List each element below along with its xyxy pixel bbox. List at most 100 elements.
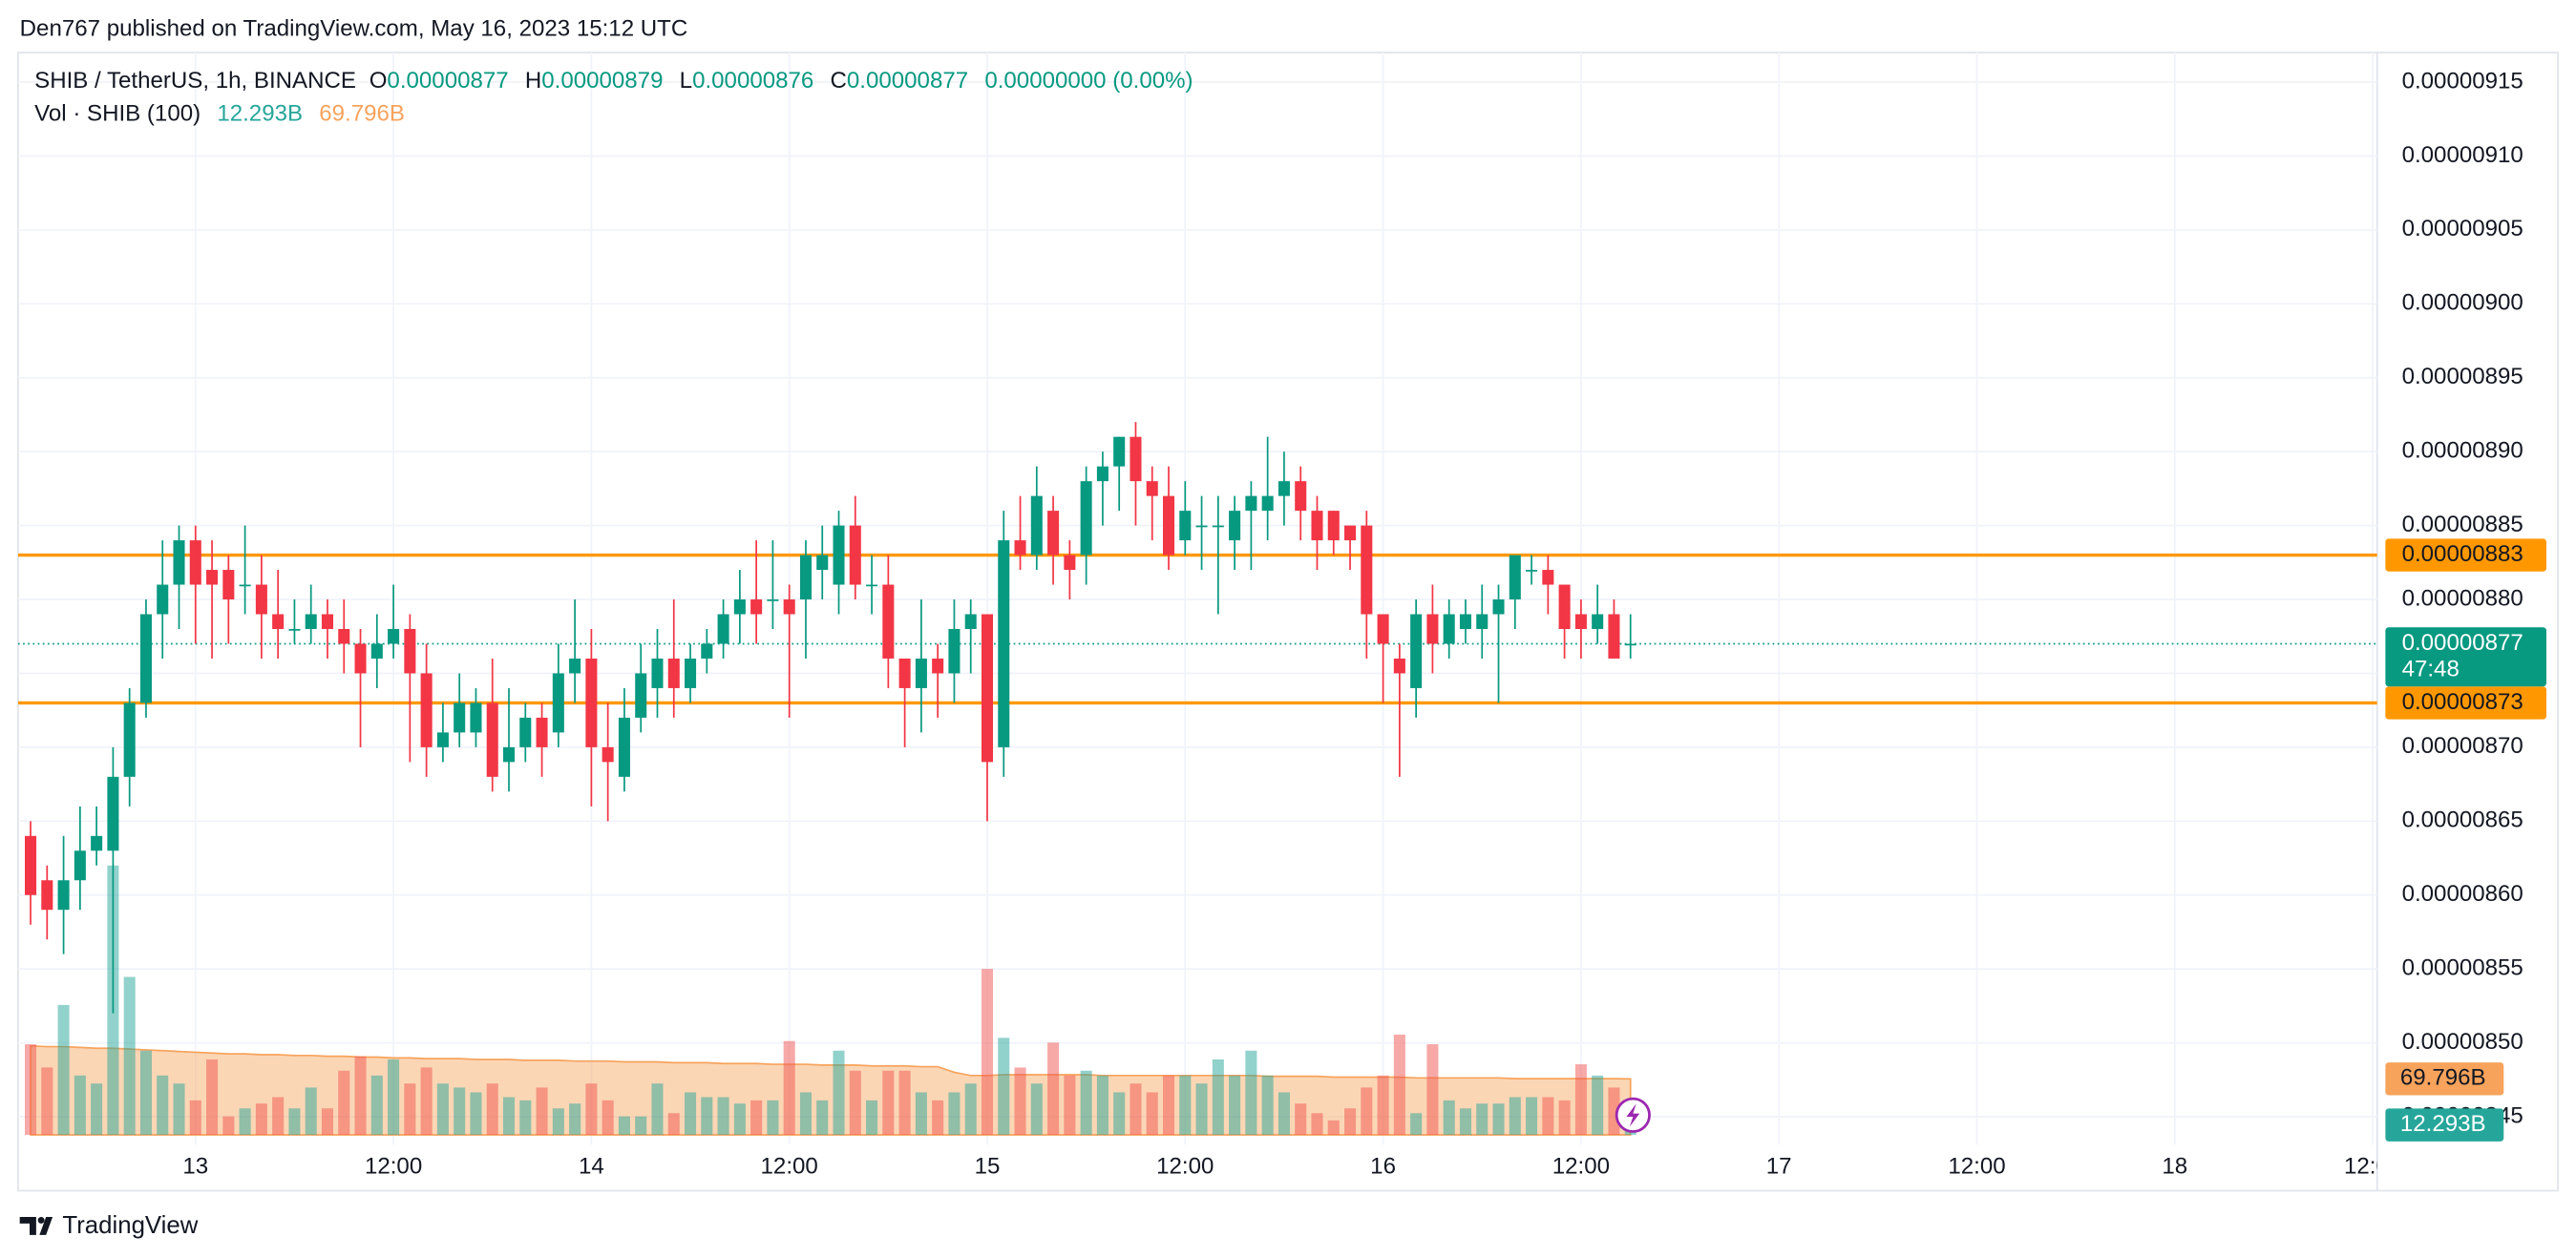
volume-bar (255, 1103, 267, 1135)
volume-bar (1426, 1044, 1439, 1135)
volume-bar (569, 1103, 581, 1135)
candle-body (536, 717, 548, 747)
brand: TradingView (62, 1212, 198, 1239)
last-price-label: 0.00000877 (2402, 630, 2523, 656)
volume-bar (25, 1044, 37, 1135)
candle-body (1410, 614, 1423, 688)
candle-body (519, 717, 532, 747)
candle-body (1327, 511, 1340, 541)
volume-bar (157, 1075, 169, 1135)
candle-body (1014, 540, 1026, 556)
volume-bar (701, 1097, 713, 1135)
candle-body (981, 614, 994, 763)
volume-bar (139, 1050, 152, 1135)
candle-body (1261, 495, 1274, 512)
volume-bar (206, 1059, 219, 1135)
volume-bar (1212, 1059, 1224, 1135)
candle-body (272, 614, 285, 629)
volume-bar (1096, 1075, 1109, 1135)
volume-bar (552, 1108, 564, 1135)
x-tick-label: 15 (975, 1154, 1001, 1180)
candle-body (1277, 481, 1290, 496)
volume-bar (1443, 1100, 1455, 1135)
x-tick-label: 16 (1370, 1154, 1396, 1180)
candle-body (1574, 614, 1587, 629)
c-label: C (831, 68, 847, 94)
candle-body (1080, 481, 1092, 556)
price-axis: 0.00000915 0.00000910 0.00000905 0.00000900… (2402, 68, 2523, 1128)
y-tick-label: 0.00000890 (2402, 438, 2523, 464)
x-tick-label: 12:00 (2344, 1154, 2401, 1180)
volume-bar (388, 1059, 400, 1135)
y-tick-label: 0.00000865 (2402, 807, 2523, 833)
candle-body (1113, 436, 1126, 467)
legend-ohlc: SHIB / TetherUS, 1h, BINANCE O0.00000877 H… (34, 68, 1193, 94)
candle-body (222, 570, 235, 600)
candle-body (701, 643, 713, 659)
volume-bar (1492, 1103, 1505, 1135)
candle-body (157, 584, 169, 615)
candle-body (436, 732, 449, 747)
candle-body (25, 835, 37, 895)
candle-body (255, 584, 267, 615)
volume-bar (1162, 1075, 1175, 1135)
h-label: H (525, 68, 541, 94)
candle-body (964, 614, 977, 629)
candle-body (1229, 511, 1241, 541)
volume-bar (1509, 1097, 1521, 1135)
volume-bar (1113, 1092, 1126, 1135)
candle-body (667, 658, 680, 688)
candle-body (288, 629, 301, 631)
candle-body (388, 629, 400, 644)
candle-body (486, 702, 498, 777)
volume-bar (519, 1100, 532, 1135)
volume-bar (1295, 1103, 1307, 1135)
candle-body (139, 614, 152, 703)
volume-bar (91, 1083, 103, 1135)
candle-body (866, 584, 878, 587)
volume-bar (272, 1097, 285, 1135)
volume-bar (370, 1075, 383, 1135)
candle-body (750, 599, 763, 615)
candle-body (41, 880, 53, 911)
candle-body (1459, 614, 1471, 629)
volume-bar (1393, 1034, 1405, 1135)
x-tick-label: 13 (182, 1154, 208, 1180)
candle-body (91, 835, 103, 851)
c-value: 0.00000877 (847, 68, 968, 94)
volume-bar (866, 1100, 878, 1135)
volume-bar (733, 1103, 746, 1135)
x-tick-label: 18 (2162, 1154, 2187, 1180)
candle-body (123, 702, 136, 777)
o-label: O (370, 68, 388, 94)
candle-body (338, 629, 350, 644)
x-tick-label: 17 (1766, 1154, 1792, 1180)
volume-bar (1014, 1067, 1026, 1135)
volume-bar (1558, 1100, 1571, 1135)
candle-body (1526, 570, 1538, 572)
volume-bar (57, 1004, 70, 1135)
candle-body (470, 702, 482, 733)
candle-body (1030, 495, 1043, 556)
candle-body (898, 658, 911, 688)
volume-bar (1080, 1070, 1092, 1135)
candle-body (454, 702, 466, 733)
volume-bar (1459, 1108, 1471, 1135)
candle-body (354, 643, 367, 674)
x-tick-label: 12:00 (1156, 1154, 1214, 1180)
publisher-line: Den767 published on TradingView.com, May… (20, 15, 688, 41)
volume-bar (667, 1113, 680, 1135)
candle-body (915, 658, 927, 688)
candle-body (1476, 614, 1489, 629)
candle-body (1130, 436, 1142, 482)
volume-bar (436, 1083, 449, 1135)
x-tick-label: 14 (579, 1154, 604, 1180)
candle-body (1509, 555, 1521, 600)
candle-body (767, 599, 779, 601)
candle-body (882, 584, 895, 659)
y-tick-label: 0.00000870 (2402, 733, 2523, 759)
volume-bar (41, 1067, 53, 1135)
y-tick-label: 0.00000895 (2402, 364, 2523, 389)
volume-bar (1327, 1120, 1340, 1135)
